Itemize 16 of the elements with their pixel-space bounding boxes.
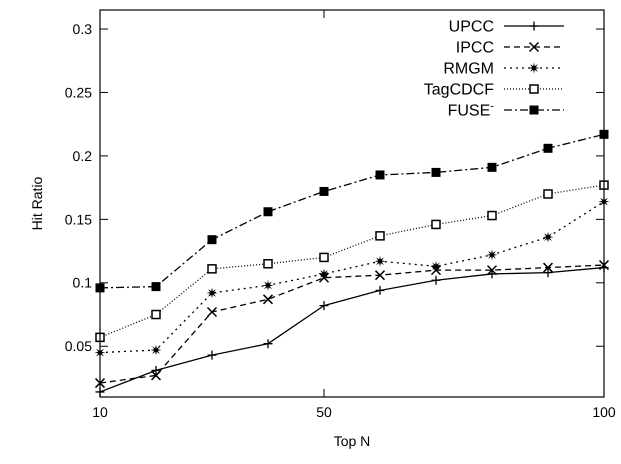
y-axis-title: Hit Ratio	[29, 176, 45, 230]
legend-label: IPCC	[456, 40, 494, 57]
x-tick-label: 10	[92, 404, 108, 420]
x-axis-title: Top N	[334, 433, 370, 449]
y-tick-label: 0.15	[64, 211, 92, 228]
x-tick-label: 50	[316, 404, 332, 420]
y-tick-label: 0.1	[72, 274, 92, 291]
legend-label: FUSE$^{-}$	[448, 100, 494, 120]
y-tick-label: 0.25	[64, 84, 92, 100]
x-tick-label: 100	[592, 404, 616, 420]
y-tick-label: 0.2	[72, 148, 92, 164]
y-tick-label: 0.05	[64, 338, 92, 354]
legend-label: UPCC	[448, 18, 494, 36]
legend-label: RMGM	[443, 60, 494, 78]
y-tick-label: 0.3	[72, 20, 92, 37]
legend-label: TagCDCF	[424, 82, 494, 99]
